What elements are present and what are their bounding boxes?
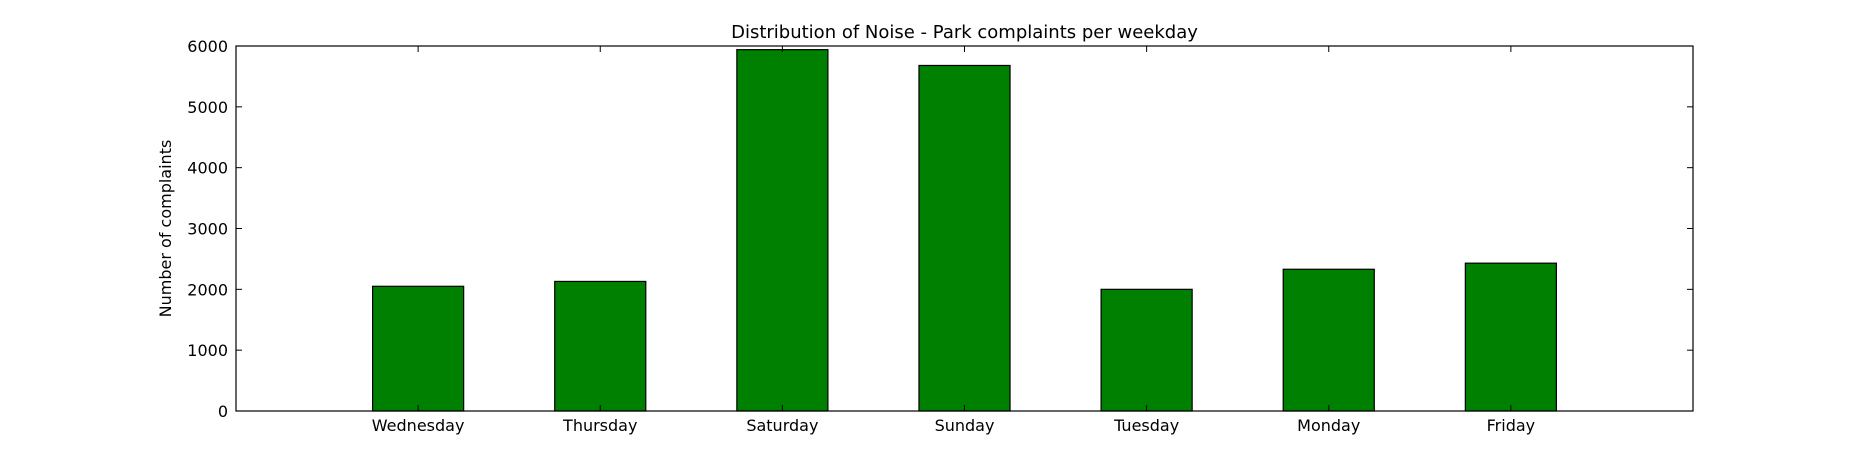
y-tick-label: 6000 bbox=[187, 37, 228, 56]
x-tick-label-saturday: Saturday bbox=[746, 416, 818, 435]
bar-wednesday bbox=[371, 285, 465, 412]
x-tick-label-tuesday: Tuesday bbox=[1113, 416, 1179, 435]
y-tick-label: 0 bbox=[218, 402, 228, 421]
bar-monday bbox=[1282, 268, 1375, 412]
x-tick-label-friday: Friday bbox=[1487, 416, 1536, 435]
bar-thursday bbox=[554, 280, 647, 412]
y-tick-label: 4000 bbox=[187, 159, 228, 178]
x-tick-label-sunday: Sunday bbox=[935, 416, 995, 435]
plot-frame bbox=[235, 45, 1694, 412]
plot-area: 0 1000 2000 3000 4000 5000 6000 Wednesday Thursd… bbox=[187, 37, 1694, 435]
x-tick-label-wednesday: Wednesday bbox=[372, 416, 465, 435]
bar-sunday bbox=[918, 64, 1011, 412]
chart-title: Distribution of Noise - Park complaints … bbox=[731, 22, 1198, 43]
y-tick-label: 2000 bbox=[187, 280, 228, 299]
x-tick-label-monday: Monday bbox=[1297, 416, 1360, 435]
bar-friday bbox=[1464, 262, 1558, 412]
y-tick-label: 5000 bbox=[187, 98, 228, 117]
bar-tuesday bbox=[1100, 288, 1193, 412]
y-tick-label: 1000 bbox=[187, 341, 228, 360]
y-axis-label: Number of complaints bbox=[156, 140, 175, 318]
y-tick-label: 3000 bbox=[187, 220, 228, 239]
x-tick-label-thursday: Thursday bbox=[562, 416, 637, 435]
bar-saturday bbox=[736, 49, 829, 412]
